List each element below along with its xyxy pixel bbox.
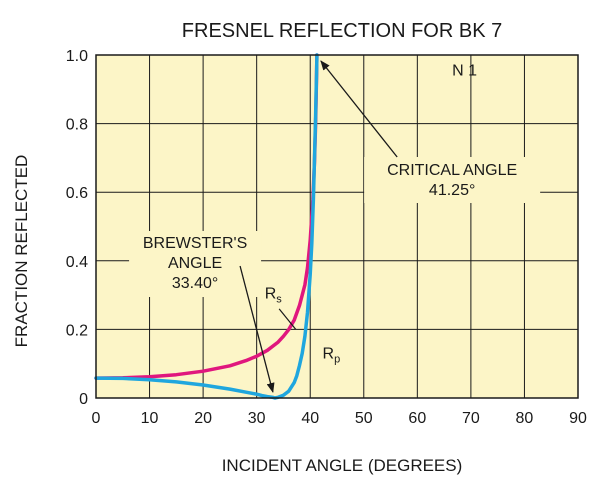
series-label-rp: Rp: [323, 346, 341, 366]
series-line-rp: [94, 53, 319, 400]
x-axis-label: INCIDENT ANGLE (DEGREES): [222, 456, 463, 475]
y-axis-label: FRACTION REFLECTED: [12, 155, 31, 348]
chart-title: FRESNEL REFLECTION FOR BK 7: [182, 20, 502, 42]
y-tick-label: 0.2: [66, 322, 88, 339]
brewster-label-bg: [129, 231, 262, 297]
critical-angle-arrow: [320, 60, 398, 158]
x-tick-label: 70: [462, 410, 480, 427]
grid: [96, 55, 578, 398]
x-tick-label: 60: [408, 410, 426, 427]
n-label: N 1: [452, 63, 477, 80]
critical-label-bg: [364, 157, 541, 203]
brewster-angle-arrow: [239, 265, 275, 393]
x-tick-label: 10: [141, 410, 159, 427]
annotations: N 1 CRITICAL ANGLE 41.25° BREWSTER'S ANGLE 33…: [129, 60, 541, 393]
x-tick-label: 0: [92, 410, 101, 427]
y-tick-label: 0.8: [66, 117, 88, 134]
tick-labels: 0 10 20 30 40 50 60 70 80 90 0 0.2 0.4 0.6 0.8 1.0: [66, 48, 587, 427]
x-tick-label: 30: [248, 410, 266, 427]
rs-leader-line: [278, 308, 297, 330]
x-tick-label: 80: [516, 410, 534, 427]
y-tick-label: 1.0: [66, 48, 88, 65]
series-label-rs: Rs: [265, 286, 283, 306]
x-tick-label: 90: [569, 410, 587, 427]
brewster-angle-label: BREWSTER'S ANGLE 33.40°: [143, 235, 247, 292]
plot-area: [96, 55, 578, 398]
plot-frame: [95, 54, 579, 399]
y-tick-label: 0.4: [66, 254, 88, 271]
series-layer: [94, 53, 319, 400]
x-tick-label: 50: [355, 410, 373, 427]
y-tick-label: 0: [79, 391, 88, 408]
x-tick-label: 20: [194, 410, 212, 427]
x-tick-label: 40: [301, 410, 319, 427]
critical-angle-label: CRITICAL ANGLE 41.25°: [387, 162, 517, 199]
y-tick-label: 0.6: [66, 185, 88, 202]
